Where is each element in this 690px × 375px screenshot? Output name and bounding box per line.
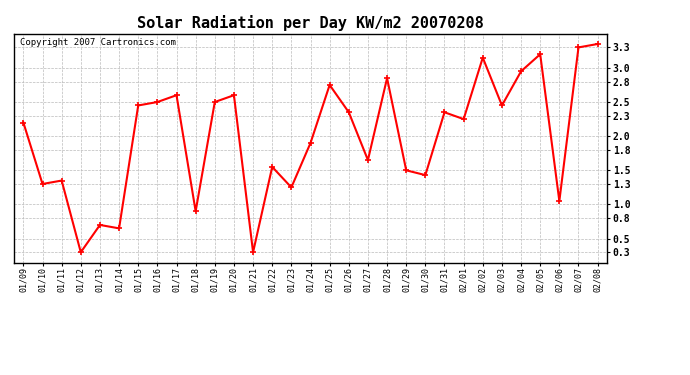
Text: Solar Radiation per Day KW/m2 20070208: Solar Radiation per Day KW/m2 20070208 (137, 15, 484, 31)
Text: Copyright 2007 Cartronics.com: Copyright 2007 Cartronics.com (20, 38, 176, 47)
